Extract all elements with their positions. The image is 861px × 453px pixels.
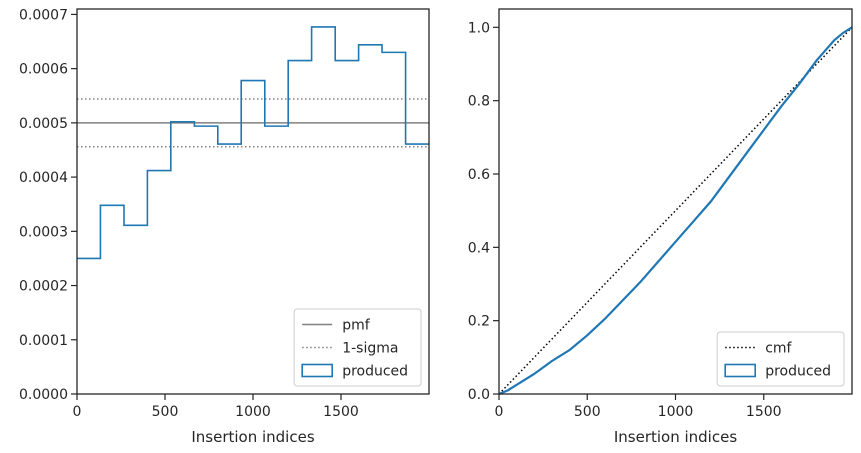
- legend-label-produced: produced: [765, 364, 831, 380]
- y-tick-label: 0.0002: [19, 279, 68, 295]
- legend: cmf produced: [716, 331, 845, 387]
- x-axis-label: Insertion indices: [191, 428, 314, 446]
- y-tick-label: 1.0: [468, 20, 490, 36]
- y-tick-label: 0.0007: [19, 7, 68, 23]
- series-produced-line: [77, 26, 429, 260]
- y-tick-label: 0.0: [468, 387, 490, 403]
- y-tick-label: 0.6: [468, 167, 490, 183]
- legend-box: [293, 308, 422, 387]
- x-tick-label: 1500: [746, 404, 782, 420]
- legend-label-pmf: pmf: [342, 318, 371, 334]
- x-tick-label: 1000: [658, 404, 694, 420]
- x-tick-label: 0: [495, 404, 504, 420]
- legend-box: [716, 331, 845, 387]
- left-chart: 0 500 1000 1500 0.0000 0.0001 0.0002 0.0003 0.00…: [19, 7, 430, 446]
- legend-swatch-produced: [301, 363, 334, 378]
- series-produced-line: [498, 26, 853, 396]
- y-tick-label: 0.0001: [19, 333, 68, 349]
- x-tick-label: 0: [73, 404, 82, 420]
- y-tick-label: 0.8: [468, 94, 490, 110]
- y-tick-label: 0.0000: [19, 387, 68, 403]
- y-tick-label: 0.0003: [19, 224, 68, 240]
- x-tick-label: 1000: [235, 404, 271, 420]
- legend-label-produced: produced: [342, 364, 408, 380]
- x-tick-label: 500: [152, 404, 179, 420]
- y-tick-label: 0.0004: [19, 170, 68, 186]
- legend: pmf 1-sigma produced: [293, 308, 422, 387]
- x-tick-label: 500: [574, 404, 601, 420]
- y-tick-label: 0.4: [468, 240, 490, 256]
- y-tick-label: 0.2: [468, 314, 490, 330]
- legend-label-1-sigma: 1-sigma: [342, 341, 398, 357]
- right-chart: 0 500 1000 1500 0.0 0.2 0.4 0.6 0.8 1.0 Insertion …: [468, 8, 853, 446]
- y-tick-label: 0.0006: [19, 62, 68, 78]
- series-cmf-line: [498, 26, 853, 395]
- y-tick-label: 0.0005: [19, 116, 68, 132]
- legend-swatch-produced: [724, 363, 757, 378]
- legend-label-cmf: cmf: [765, 341, 792, 357]
- x-axis-label: Insertion indices: [614, 428, 737, 446]
- x-tick-label: 1500: [323, 404, 359, 420]
